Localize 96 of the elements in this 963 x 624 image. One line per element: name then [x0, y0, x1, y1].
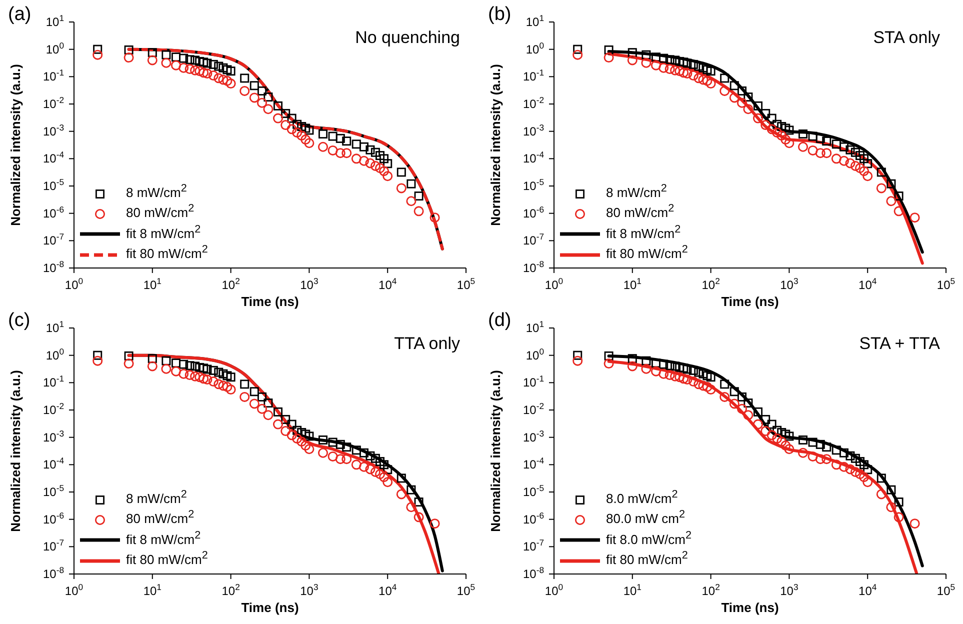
x-tick-label: 10$^{4}$ [378, 582, 397, 598]
chart-title: No quenching [355, 28, 460, 48]
legend-label: fit 80 mW/cm$^{2}$ [126, 550, 208, 567]
x-tick-label: 10$^{2}$ [702, 582, 720, 598]
y-tick-label: 10$^{-4}$ [522, 456, 544, 472]
y-tick-label: 10$^{-2}$ [522, 401, 544, 417]
text: (d) [488, 310, 512, 332]
y-tick-label: 10$^{-3}$ [42, 122, 64, 138]
x-tick-label: 10$^{1}$ [143, 582, 162, 598]
y-tick-label: 10$^{-1}$ [42, 374, 64, 390]
legend-label: fit 8 mW/cm$^{2}$ [126, 223, 201, 241]
legend-label: 80 mW/cm$^{2}$ [606, 203, 674, 220]
chart-title: STA only [873, 28, 940, 48]
y-tick-label: 10$^{0}$ [526, 40, 544, 56]
text: (a) [8, 4, 32, 26]
y-tick-label: 10$^{-7}$ [42, 538, 64, 554]
legend-label: fit 80 mW/cm$^{2}$ [606, 244, 688, 261]
y-tick-label: 10$^{-1}$ [522, 68, 544, 84]
x-axis-title: Time (ns) [721, 294, 779, 309]
x-tick-label: 10$^{4}$ [858, 276, 877, 292]
y-tick-label: 10$^{-6}$ [522, 510, 544, 526]
legend-label: fit 8.0 mW/cm$^{2}$ [606, 529, 692, 547]
x-axis-title: Time (ns) [241, 600, 299, 615]
x-tick-label: 10$^{0}$ [544, 582, 564, 598]
y-tick-label: 10$^{-7}$ [522, 538, 544, 554]
x-tick-label: 10$^{0}$ [64, 276, 84, 292]
x-tick-label: 10$^{4}$ [858, 582, 877, 598]
x-tick-label: 10$^{2}$ [222, 582, 240, 598]
y-tick-label: 10$^{-8}$ [42, 565, 64, 581]
y-axis-title: Normalized intensity (a.u.) [488, 370, 503, 532]
x-tick-label: 10$^{5}$ [456, 582, 476, 598]
y-tick-label: 10$^{-2}$ [522, 95, 544, 111]
legend-label: 80 mW/cm$^{2}$ [126, 203, 194, 220]
text: (c) [8, 310, 30, 332]
chart-title: TTA only [394, 334, 460, 354]
text: (b) [488, 4, 512, 26]
y-axis-title: Normalized intensity (a.u.) [8, 370, 23, 532]
y-axis-title: Normalized intensity (a.u.) [488, 64, 503, 226]
y-tick-label: 10$^{-6}$ [522, 204, 544, 220]
legend-label: 80.0 mW cm$^{2}$ [606, 509, 685, 526]
x-axis-title: Time (ns) [721, 600, 779, 615]
legend-label: fit 8 mW/cm$^{2}$ [606, 223, 681, 241]
y-tick-label: 10$^{-8}$ [522, 259, 544, 275]
legend-label: 8 mW/cm$^{2}$ [126, 182, 187, 200]
y-tick-label: 10$^{-1}$ [42, 68, 64, 84]
y-tick-label: 10$^{-3}$ [522, 428, 544, 444]
y-tick-label: 10$^{-8}$ [42, 259, 64, 275]
y-tick-label: 10$^{-2}$ [42, 401, 64, 417]
y-tick-label: 10$^{0}$ [46, 40, 64, 56]
y-axis-title: Normalized intensity (a.u.) [8, 64, 23, 226]
x-tick-label: 10$^{5}$ [936, 582, 956, 598]
y-tick-label: 10$^{-5}$ [42, 177, 64, 193]
y-tick-label: 10$^{1}$ [46, 319, 64, 335]
x-tick-label: 10$^{5}$ [936, 276, 956, 292]
y-tick-label: 10$^{1}$ [526, 13, 544, 29]
x-axis-title: Time (ns) [241, 294, 299, 309]
y-tick-label: 10$^{-7}$ [42, 232, 64, 248]
legend-label: fit 80 mW/cm$^{2}$ [126, 244, 208, 261]
y-tick-label: 10$^{-3}$ [522, 122, 544, 138]
legend-label: fit 8 mW/cm$^{2}$ [126, 529, 201, 547]
x-tick-label: 10$^{3}$ [300, 276, 318, 292]
x-tick-label: 10$^{0}$ [544, 276, 564, 292]
y-tick-label: 10$^{-8}$ [522, 565, 544, 581]
y-tick-label: 10$^{-5}$ [522, 177, 544, 193]
x-tick-label: 10$^{3}$ [780, 276, 798, 292]
x-tick-label: 10$^{5}$ [456, 276, 476, 292]
legend-label: 8 mW/cm$^{2}$ [126, 488, 187, 506]
y-tick-label: 10$^{-4}$ [522, 150, 544, 166]
y-tick-label: 10$^{0}$ [526, 346, 544, 362]
y-tick-label: 10$^{-5}$ [522, 483, 544, 499]
y-tick-label: 10$^{1}$ [46, 13, 64, 29]
x-tick-label: 10$^{2}$ [702, 276, 720, 292]
x-tick-label: 10$^{0}$ [64, 582, 84, 598]
legend-label: 8 mW/cm$^{2}$ [606, 182, 667, 200]
legend-label: 80 mW/cm$^{2}$ [126, 509, 194, 526]
y-tick-label: 10$^{-6}$ [42, 204, 64, 220]
x-tick-label: 10$^{1}$ [623, 582, 642, 598]
y-tick-label: 10$^{-4}$ [42, 456, 64, 472]
y-tick-label: 10$^{-7}$ [522, 232, 544, 248]
x-tick-label: 10$^{3}$ [300, 582, 318, 598]
y-tick-label: 10$^{-6}$ [42, 510, 64, 526]
y-tick-label: 10$^{-2}$ [42, 95, 64, 111]
y-tick-label: 10$^{-4}$ [42, 150, 64, 166]
legend-label: fit 80 mW/cm$^{2}$ [606, 550, 688, 567]
y-tick-label: 10$^{0}$ [46, 346, 64, 362]
y-tick-label: 10$^{-3}$ [42, 428, 64, 444]
y-tick-label: 10$^{-1}$ [522, 374, 544, 390]
x-tick-label: 10$^{3}$ [780, 582, 798, 598]
x-tick-label: 10$^{4}$ [378, 276, 397, 292]
x-tick-label: 10$^{1}$ [143, 276, 162, 292]
chart-title: STA + TTA [859, 334, 940, 354]
y-tick-label: 10$^{-5}$ [42, 483, 64, 499]
legend-label: 8.0 mW/cm$^{2}$ [606, 488, 678, 506]
y-tick-label: 10$^{1}$ [526, 319, 544, 335]
x-tick-label: 10$^{1}$ [623, 276, 642, 292]
x-tick-label: 10$^{2}$ [222, 276, 240, 292]
